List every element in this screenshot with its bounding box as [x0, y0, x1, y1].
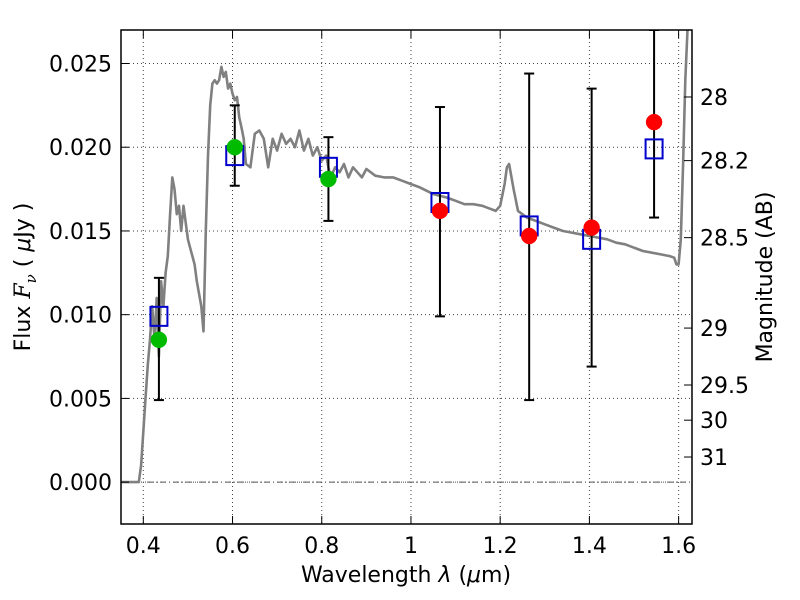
x-tick-label: 1.4: [572, 534, 607, 559]
x-tick-label: 1: [404, 534, 418, 559]
magnitude-tick-label: 28: [700, 86, 728, 111]
observed-point-green: [226, 138, 244, 156]
x-tick-label: 1.6: [661, 534, 696, 559]
observed-point-green: [320, 170, 337, 188]
y-tick-label: 0.020: [49, 136, 112, 161]
x-tick-label: 0.6: [215, 534, 250, 559]
observed-point-red: [645, 113, 663, 131]
observed-point-layer: [150, 113, 663, 349]
x-tick-label: 0.4: [126, 534, 161, 559]
sed-model-layer: [121, 30, 689, 484]
y-tick-labels: 0.000 0.005 0.010 0.015 0.020 0.025: [49, 52, 112, 496]
model-flux-box: [644, 138, 664, 160]
sed-model-curve: [121, 30, 689, 484]
plot-frame: [120, 29, 693, 525]
magnitude-tick-label: 31: [700, 446, 728, 471]
x-axis-label: Wavelength λ (μm): [301, 563, 511, 588]
model-flux-box: [149, 305, 169, 327]
magnitude-tick-label: 29.5: [700, 374, 749, 399]
magnitude-tick-label: 30: [700, 409, 728, 434]
observed-point-red: [520, 227, 538, 245]
y-tick-label: 0.015: [49, 220, 112, 245]
y-tick-label: 0.010: [49, 304, 112, 329]
observed-point-red: [431, 202, 449, 220]
y-tick-label: 0.025: [49, 52, 112, 77]
x-tick-labels: 0.4 0.6 0.8 1 1.2 1.4 1.6: [126, 534, 696, 559]
magnitude-tick-label: 29: [700, 317, 728, 342]
magnitude-tick-label: 28.2: [700, 150, 749, 175]
y-tick-label: 0.005: [49, 387, 112, 412]
y-axis-label: Flux Fν ( μJy ): [11, 203, 40, 352]
magnitude-tick-label: 28.5: [700, 227, 749, 252]
magnitude-axis-label: Magnitude (AB): [753, 192, 778, 363]
x-tick-label: 0.8: [304, 534, 339, 559]
magnitude-tick-labels: 28 28.2 28.5 29 29.5 30 31: [700, 86, 749, 471]
tick-marks: [121, 30, 692, 524]
y-tick-label: 0.000: [49, 471, 112, 496]
observed-point-red: [583, 219, 600, 236]
observed-point-green: [150, 331, 168, 349]
x-tick-label: 1.2: [483, 534, 518, 559]
